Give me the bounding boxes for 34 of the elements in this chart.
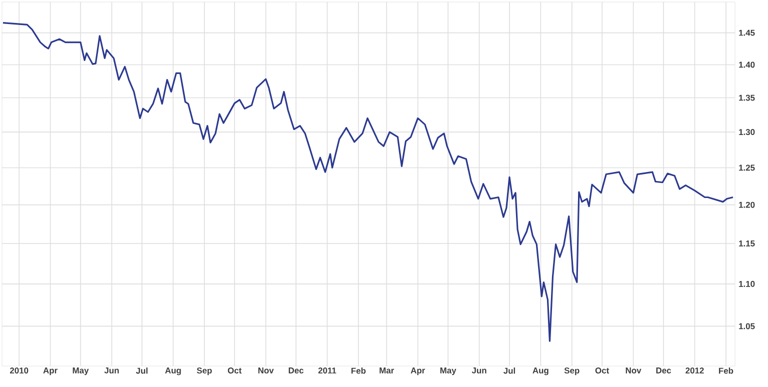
y-tick-label: 1.05	[739, 323, 755, 330]
x-tick-label: Dec	[656, 368, 672, 374]
x-tick-label: Oct	[595, 368, 610, 374]
x-tick-label: Apr	[43, 368, 58, 376]
x-tick-label: Aug	[532, 368, 548, 376]
x-tick-label: 2010	[10, 368, 28, 374]
x-tick-label: Jul	[136, 368, 148, 374]
y-tick-label: 1.30	[739, 129, 755, 136]
line-series	[2, 22, 734, 342]
x-tick-label: Apr	[410, 368, 426, 376]
x-tick-label: Aug	[165, 368, 181, 376]
x-tick-label: Mar	[380, 368, 394, 374]
x-tick-label: Jul	[503, 368, 515, 374]
x-tick-label: 2012	[686, 368, 704, 374]
y-tick-label: 1.15	[739, 240, 755, 246]
x-tick-label: Jun	[104, 368, 119, 374]
x-tick-label: Sep	[564, 368, 580, 376]
y-tick-label: 1.20	[739, 202, 755, 208]
x-tick-label: May	[72, 368, 89, 376]
y-tick-label: 1.25	[739, 164, 755, 171]
x-tick-label: Feb	[351, 368, 366, 374]
x-tick-label: 2011	[318, 368, 336, 374]
x-tick-label: Nov	[626, 368, 642, 374]
x-tick-label: May	[440, 368, 456, 376]
x-tick-label: Feb	[718, 368, 734, 374]
y-tick-label: 1.35	[739, 94, 755, 101]
x-tick-label: Jun	[472, 368, 486, 374]
x-tick-label: Oct	[228, 368, 242, 374]
y-tick-label: 1.45	[739, 30, 755, 36]
y-tick-label: 1.40	[739, 62, 755, 68]
x-tick-label: Nov	[258, 368, 274, 374]
x-tick-label: Sep	[196, 368, 212, 376]
x-tick-label: Dec	[288, 368, 304, 374]
y-tick-label: 1.10	[739, 280, 755, 287]
